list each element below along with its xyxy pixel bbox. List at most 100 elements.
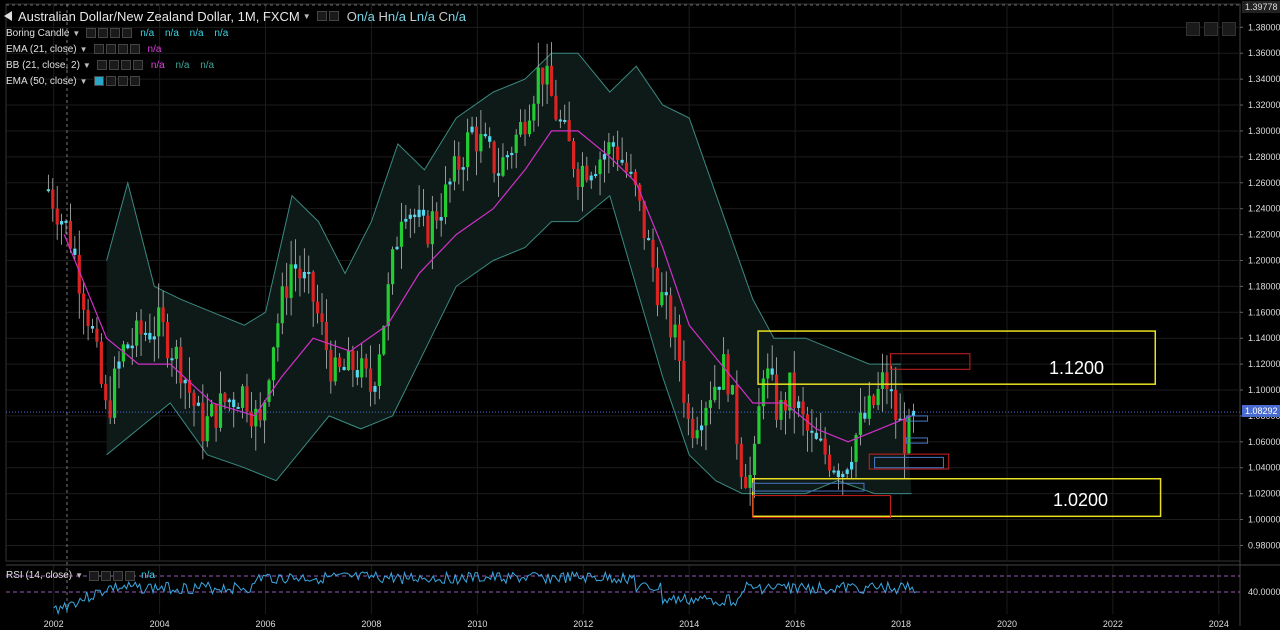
move-up-icon[interactable] — [1186, 22, 1200, 36]
candle-body — [514, 134, 518, 153]
candle-body — [267, 380, 271, 402]
candle-body — [496, 173, 501, 176]
x-tick-label: 2010 — [467, 619, 487, 629]
candle-body — [673, 324, 677, 338]
candle-body — [404, 218, 408, 222]
candle-body — [73, 248, 77, 255]
candle-body — [589, 175, 593, 181]
plus-icon[interactable] — [120, 60, 131, 70]
candle-body — [748, 474, 752, 488]
candle-body — [205, 416, 209, 442]
candle-body — [346, 350, 351, 371]
close-icon[interactable] — [125, 570, 136, 581]
y-tick-label: 1.00000 — [1248, 515, 1280, 525]
candle-body — [240, 386, 245, 408]
y-tick-label: 1.04000 — [1248, 463, 1280, 473]
candle-body — [271, 347, 276, 381]
candle-body — [616, 146, 620, 160]
candle-body — [77, 254, 81, 294]
plus-icon[interactable] — [117, 76, 128, 86]
candle-body — [474, 126, 479, 152]
candle-body — [86, 309, 90, 326]
rsi-legend[interactable]: RSI (14, close) ▼ n/a — [6, 570, 155, 581]
indicator-bb[interactable]: BB (21, close, 2) ▼ n/a n/a n/a — [6, 59, 215, 71]
candle-body — [532, 103, 536, 121]
candle-body — [819, 438, 823, 441]
plus-icon[interactable] — [117, 44, 128, 54]
candle-body — [827, 454, 832, 471]
settings-icon[interactable] — [110, 28, 121, 38]
candle-body — [285, 286, 289, 298]
candle-body — [68, 220, 73, 249]
candle-body — [858, 412, 863, 435]
maximize-icon[interactable] — [1222, 22, 1236, 36]
chevron-down-icon[interactable]: ▼ — [82, 60, 91, 70]
eye-icon[interactable] — [86, 28, 97, 38]
candle-body — [642, 200, 646, 239]
candle-body — [633, 171, 637, 185]
candle-body — [192, 392, 196, 406]
chevron-down-icon[interactable]: ▼ — [302, 11, 311, 21]
eye-icon[interactable] — [93, 76, 104, 86]
candle-body — [708, 400, 712, 408]
candle-body — [841, 473, 845, 478]
indicator-label: EMA (50, close) — [6, 75, 77, 87]
candle-body — [218, 393, 223, 428]
candle-body — [580, 165, 584, 188]
eye-icon[interactable] — [93, 44, 104, 54]
candle-body — [686, 402, 690, 419]
candle-body — [545, 65, 549, 85]
indicator-boring-candle[interactable]: Boring Candle ▼ n/a n/a n/a n/a — [6, 27, 229, 39]
close-icon[interactable] — [129, 76, 140, 86]
candle-body — [876, 389, 880, 406]
candle-body — [174, 346, 178, 359]
y-tick-label: 1.14000 — [1248, 333, 1280, 343]
candle-body — [329, 350, 333, 382]
zone-box-red — [752, 495, 891, 519]
x-tick-label: 2016 — [785, 619, 805, 629]
eye-icon[interactable] — [89, 570, 100, 581]
chevron-down-icon[interactable]: ▼ — [79, 44, 88, 54]
eye-icon[interactable] — [328, 11, 339, 21]
chevron-down-icon[interactable]: ▼ — [79, 76, 88, 86]
settings-icon[interactable] — [105, 76, 116, 86]
move-down-icon[interactable] — [1204, 22, 1218, 36]
indicator-ema50[interactable]: EMA (50, close) ▼ — [6, 74, 142, 88]
eye-icon[interactable] — [96, 60, 107, 70]
settings-icon[interactable] — [101, 570, 112, 581]
bb-upper-line — [106, 52, 901, 365]
candle-body — [713, 386, 717, 401]
settings-icon[interactable] — [98, 28, 109, 38]
settings-icon[interactable] — [105, 44, 116, 54]
candle-body — [368, 368, 373, 392]
collapse-arrow-icon[interactable] — [4, 11, 14, 21]
indicator-ema21[interactable]: EMA (21, close) ▼ n/a — [6, 43, 162, 55]
x-tick-label: 2020 — [997, 619, 1017, 629]
candle-body — [399, 221, 404, 247]
bb-lower-line — [106, 194, 912, 495]
candle-body — [426, 215, 430, 245]
close-icon[interactable] — [129, 44, 140, 54]
chevron-down-icon[interactable]: ▼ — [72, 28, 81, 38]
candle-body — [293, 264, 298, 269]
candle-body — [894, 389, 898, 420]
candle-body — [311, 272, 315, 302]
candle-body — [752, 443, 757, 475]
symbol-title[interactable]: Australian Dollar/New Zealand Dollar, 1M… — [18, 8, 300, 24]
chevron-down-icon[interactable]: ▼ — [75, 571, 84, 580]
candle-body — [245, 386, 249, 412]
plus-icon[interactable] — [113, 570, 124, 581]
y-tick-label: 1.06000 — [1248, 437, 1280, 447]
settings-icon[interactable] — [316, 11, 327, 21]
zone-label-upper: 1.1200 — [1049, 358, 1105, 378]
y-tick-label: 1.32000 — [1248, 100, 1280, 110]
settings-icon[interactable] — [108, 60, 119, 70]
candle-body — [576, 168, 580, 188]
candle-body — [549, 65, 554, 96]
close-icon[interactable] — [132, 60, 143, 70]
candle-body — [691, 418, 695, 439]
close-icon[interactable] — [122, 28, 133, 38]
candle-body — [563, 119, 567, 122]
candle-body — [324, 321, 329, 351]
